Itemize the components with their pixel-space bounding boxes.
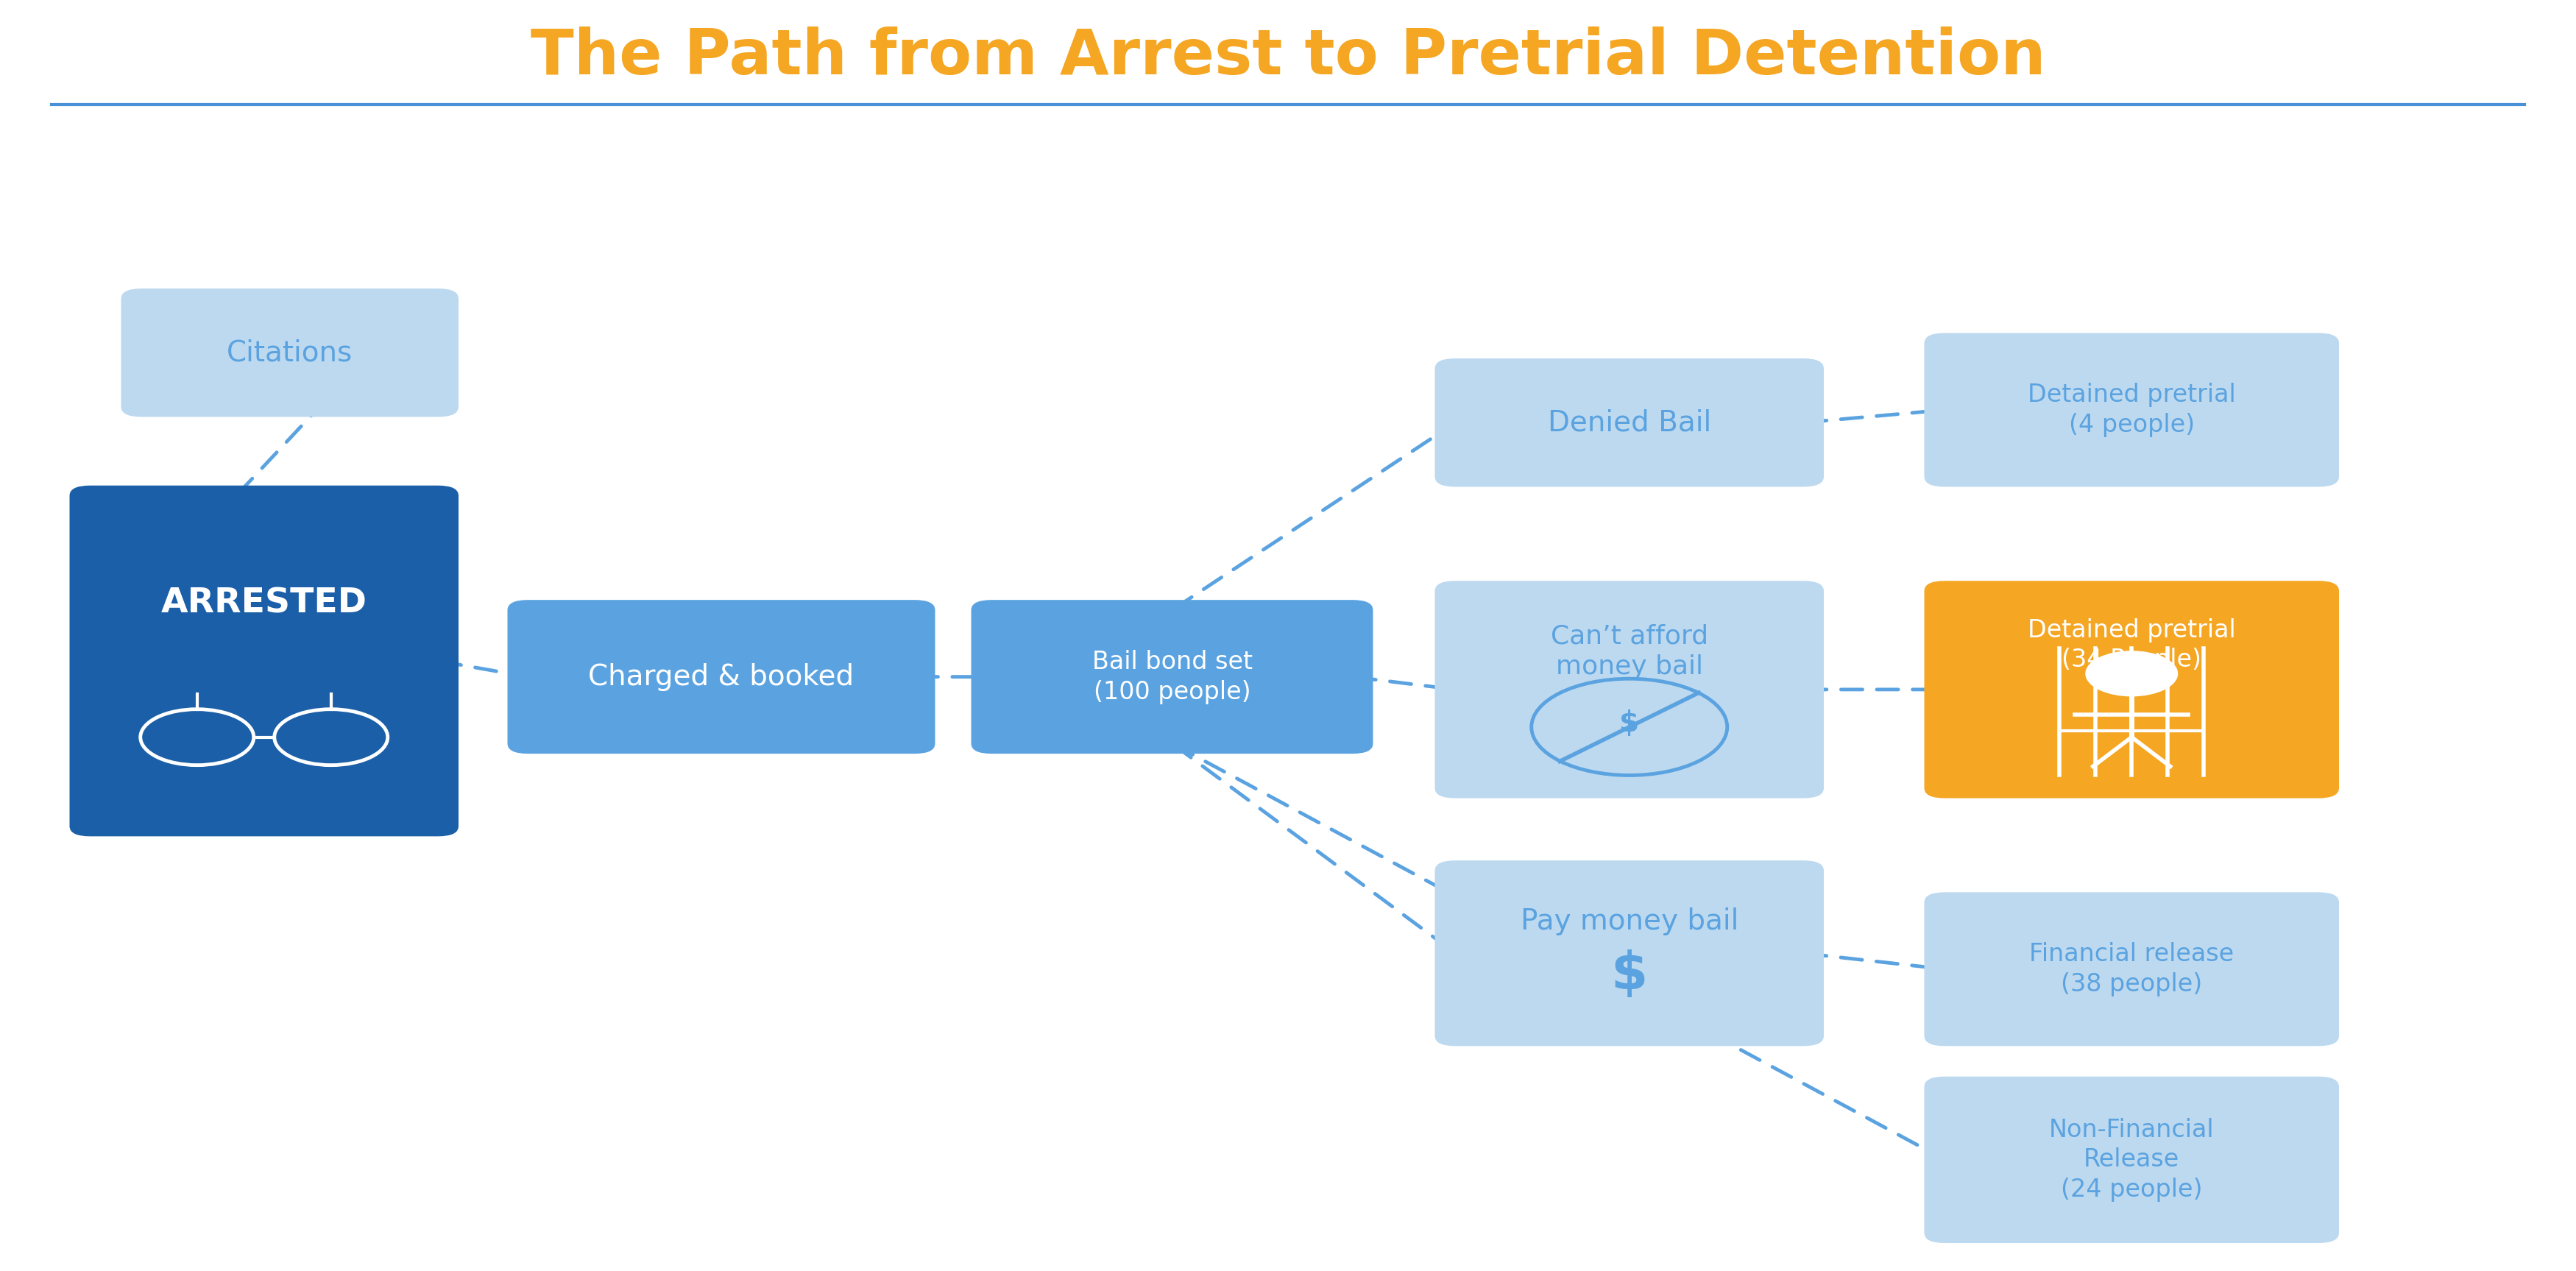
Text: Non-Financial
Release
(24 people): Non-Financial Release (24 people) <box>2048 1117 2215 1202</box>
Text: ARRESTED: ARRESTED <box>160 587 368 620</box>
Text: Can’t afford
money bail: Can’t afford money bail <box>1551 623 1708 680</box>
FancyBboxPatch shape <box>1924 333 2339 487</box>
Text: Charged & booked: Charged & booked <box>587 662 855 691</box>
FancyBboxPatch shape <box>1924 581 2339 798</box>
FancyBboxPatch shape <box>121 289 459 417</box>
FancyBboxPatch shape <box>1435 860 1824 1046</box>
Text: Citations: Citations <box>227 338 353 367</box>
Text: Pay money bail: Pay money bail <box>1520 907 1739 935</box>
FancyBboxPatch shape <box>1924 1077 2339 1243</box>
FancyBboxPatch shape <box>507 600 935 754</box>
Circle shape <box>2087 651 2179 697</box>
Text: Financial release
(38 people): Financial release (38 people) <box>2030 942 2233 996</box>
FancyBboxPatch shape <box>1924 892 2339 1046</box>
FancyBboxPatch shape <box>1435 358 1824 487</box>
Text: The Path from Arrest to Pretrial Detention: The Path from Arrest to Pretrial Detenti… <box>531 27 2045 88</box>
Circle shape <box>1530 679 1728 775</box>
Text: Bail bond set
(100 people): Bail bond set (100 people) <box>1092 649 1252 704</box>
Text: Detained pretrial
(34 People): Detained pretrial (34 People) <box>2027 618 2236 672</box>
FancyBboxPatch shape <box>70 486 459 836</box>
Text: Detained pretrial
(4 people): Detained pretrial (4 people) <box>2027 383 2236 437</box>
Text: $: $ <box>1620 709 1638 737</box>
FancyBboxPatch shape <box>971 600 1373 754</box>
FancyBboxPatch shape <box>1435 581 1824 798</box>
Text: $: $ <box>1610 949 1649 1000</box>
Text: Denied Bail: Denied Bail <box>1548 408 1710 437</box>
